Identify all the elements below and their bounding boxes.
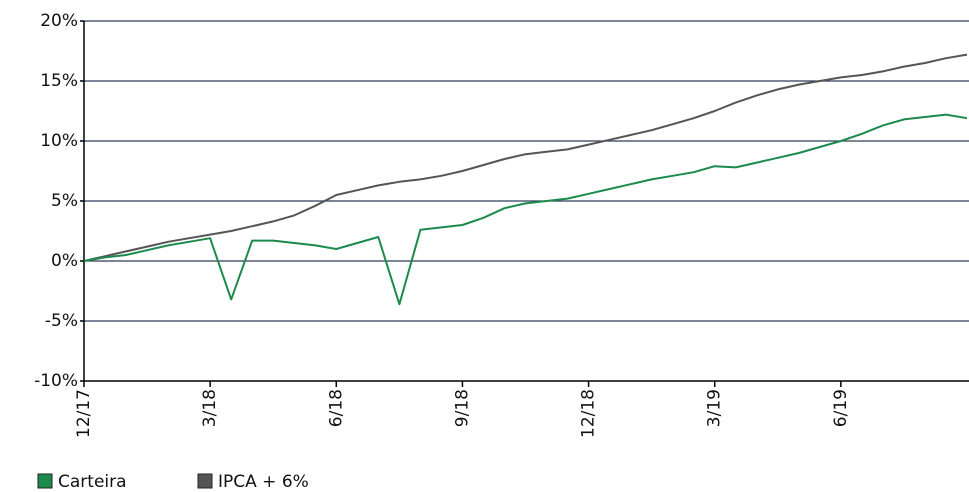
y-tick-label: -5%: [45, 311, 78, 331]
y-tick-label: -10%: [34, 371, 78, 391]
x-tick-label: 12/18: [579, 389, 599, 438]
y-tick-label: 5%: [51, 191, 78, 211]
x-tick-label: 9/18: [452, 389, 472, 427]
legend-swatch: [37, 473, 53, 489]
y-tick-label: 10%: [40, 131, 78, 151]
x-tick-label: 12/17: [74, 389, 94, 438]
series-line: [83, 113, 968, 306]
legend-label: Carteira: [58, 472, 127, 492]
legend-label: IPCA + 6%: [218, 472, 309, 492]
series-line: [83, 53, 968, 262]
y-tick-label: 0%: [51, 251, 78, 271]
x-tick-label: 3/19: [705, 389, 725, 427]
y-tick-label: 20%: [40, 11, 78, 31]
x-tick-label: 6/19: [831, 389, 851, 427]
y-tick-label: 15%: [40, 71, 78, 91]
x-tick-label: 6/18: [326, 389, 346, 427]
x-tick-label: 3/18: [200, 389, 220, 427]
legend-swatch: [197, 473, 213, 489]
